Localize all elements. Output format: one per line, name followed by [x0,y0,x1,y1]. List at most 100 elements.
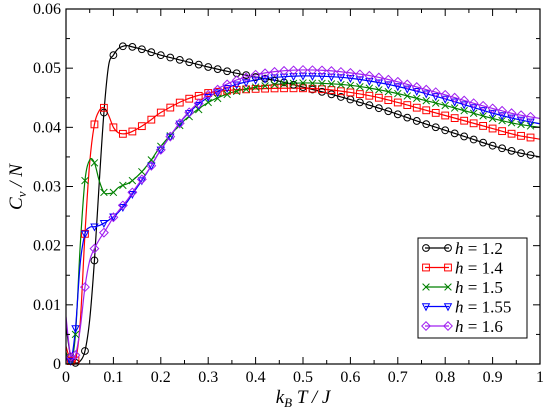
series-0-point [422,120,431,129]
x-tick-label: 0 [62,369,70,386]
series-1-point [403,101,412,109]
series-3-point [365,77,374,86]
series-4-point [80,282,90,293]
series-2-point [138,167,146,176]
series-1-point [517,131,525,140]
series-4-point [326,66,337,76]
legend-label-value: = 1.4 [464,259,504,278]
series-1-point [488,124,497,133]
series-1-point [337,87,345,96]
series-2-point [479,112,487,120]
series-4-point [298,64,308,75]
series-1-point [137,122,146,131]
series-4-point [317,65,327,76]
series-4-point [497,105,508,116]
series-0-point [137,45,146,54]
series-2-point [441,101,449,110]
series-line-2 [66,82,540,363]
series-1-point [431,108,440,117]
series-0-point [128,42,137,51]
series-3-point [90,223,99,232]
series-0-point [185,58,194,67]
legend-label-value: = 1.2 [464,239,503,258]
series-2-point [232,87,241,96]
series-1-point [422,106,431,115]
series-3-point [440,95,450,104]
legend: h = 1.2h = 1.4h = 1.5h = 1.55h = 1.6 [417,237,528,339]
series-3-point [289,73,298,82]
series-3-point [346,75,355,84]
series-1-point [327,86,336,94]
series-4-point [516,110,526,121]
series-0-point [498,144,506,153]
series-0-point [327,90,336,99]
series-2-point [308,79,317,87]
series-2-point [223,90,231,99]
series-0-point [517,149,525,158]
series-1-point [441,111,450,120]
series-4-point [127,187,138,198]
series-2-point [128,176,137,185]
series-1-point [109,123,118,132]
series-1-point [374,93,383,102]
series-3-point [403,85,412,94]
series-1-point [479,122,488,130]
series-1-point [251,84,260,93]
series-2-point [318,79,326,88]
series-0-point [488,141,497,150]
legend-marker-start [422,244,430,252]
series-line-1 [66,87,540,364]
series-3-point [99,219,109,228]
series-1-point [498,127,506,136]
series-1-point [166,103,175,112]
series-2-point [100,188,108,197]
series-0-point [507,146,516,155]
series-3-point [213,89,222,98]
y-axis-title-sub: v [14,191,29,197]
series-1-point [318,85,326,94]
series-2-point [356,82,364,91]
series-2-point [71,330,80,339]
series-0-point [204,63,213,71]
series-0-point [81,347,89,355]
series-3-point [478,107,488,116]
legend-label: h = 1.5 [455,278,503,297]
series-3-point [279,73,289,82]
series-3-point [109,213,118,222]
series-4-point [184,107,195,118]
series-0-point [194,60,203,69]
series-4-point [269,66,280,77]
series-4-point [174,118,185,129]
series-3-point [71,325,80,334]
series-1-point [213,87,222,96]
legend-label-var: h [455,278,464,297]
series-2-point [394,89,402,98]
legend-label-var: h [455,298,464,317]
series-line-4 [66,69,540,362]
series-2-point [299,79,307,87]
series-2-point [289,79,298,88]
legend-marker-end [444,263,452,272]
series-2-point [460,106,468,115]
series-3-point [222,84,232,93]
series-3-point [450,98,459,107]
series-4-point [165,131,176,142]
series-0-point [109,51,118,60]
series-4-point [468,98,479,109]
x-axis-title-rest: T / J [292,387,332,408]
y-axis-title-rest: / N [6,163,27,192]
y-tick-label: 0.02 [33,238,61,255]
series-0-point [450,129,459,138]
series-2-point [280,80,288,88]
series-3-point [384,81,393,90]
series-2-point [204,98,212,107]
legend-label: h = 1.4 [455,259,503,278]
series-2-point [365,84,374,92]
series-2-point [450,104,459,112]
series-0-point [460,132,469,141]
series-1-point [156,108,165,117]
series-4-point [373,72,384,83]
series-3-point [422,90,431,99]
series-3-point [526,118,535,127]
